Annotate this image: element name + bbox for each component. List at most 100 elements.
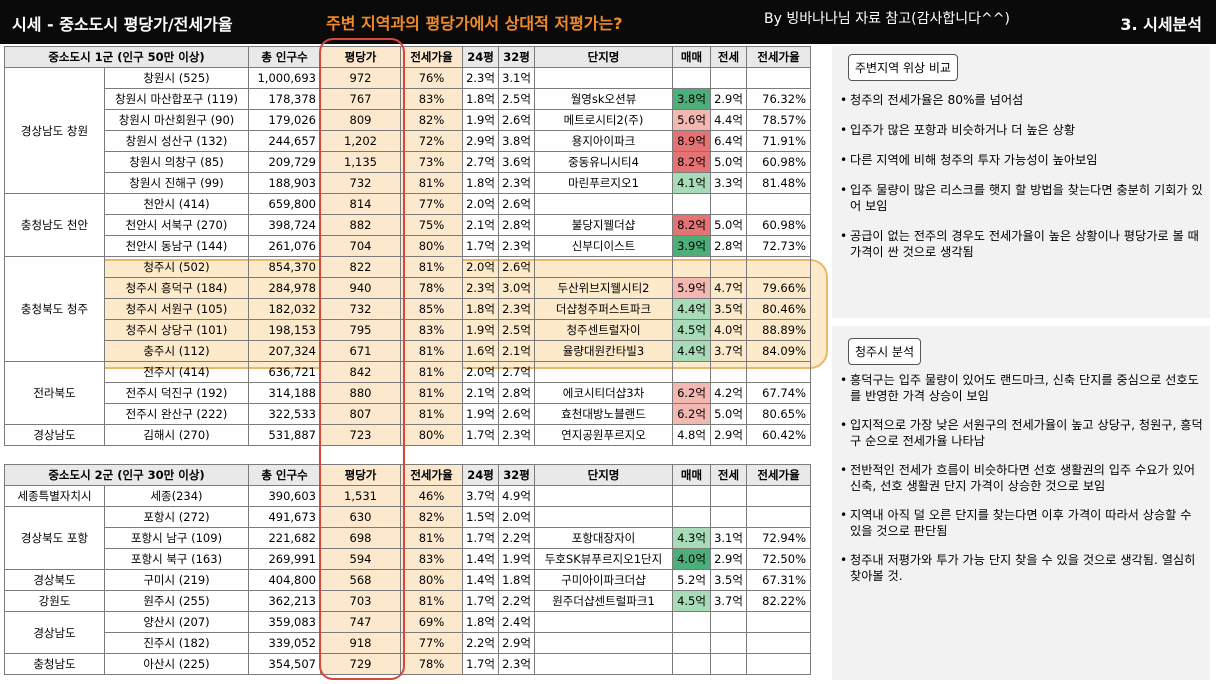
population-cell: 179,026 bbox=[248, 109, 321, 131]
table-row: 충청남도 아산시 (225) 354,507 729 78% 1.7억 2.3억 bbox=[4, 653, 811, 675]
price-32-cell: 2.1억 bbox=[498, 340, 535, 362]
table-header: 중소도시 1군 (인구 50만 이상) 총 인구수 평당가 전세가율 24평 3… bbox=[4, 46, 811, 68]
price-32-cell: 2.5억 bbox=[498, 88, 535, 110]
complex-name-cell bbox=[534, 256, 673, 278]
complex-name-cell bbox=[534, 485, 673, 507]
col-header: 매매 bbox=[672, 46, 711, 68]
population-cell: 404,800 bbox=[248, 569, 321, 591]
complex-jeonse-ratio-cell: 88.89% bbox=[746, 319, 811, 341]
price-32-cell: 4.9억 bbox=[498, 485, 535, 507]
price-per-pyeong-cell: 972 bbox=[320, 67, 401, 89]
complex-jeonse-ratio-cell: 84.09% bbox=[746, 340, 811, 362]
jeonse-ratio-cell: 83% bbox=[400, 319, 463, 341]
price-24-cell: 1.7억 bbox=[462, 590, 499, 612]
sale-price-cell bbox=[672, 485, 711, 507]
complex-jeonse-ratio-cell bbox=[746, 67, 811, 89]
city-cell: 청주시 서원구 (105) bbox=[104, 298, 249, 320]
population-cell: 398,724 bbox=[248, 214, 321, 236]
page-title: 시세 - 중소도시 평당가/전세가율 bbox=[12, 15, 233, 34]
price-24-cell: 2.3억 bbox=[462, 67, 499, 89]
col-header: 24평 bbox=[462, 46, 499, 68]
price-24-cell: 1.9억 bbox=[462, 319, 499, 341]
table-row: 강원도 원주시 (255) 362,213 703 81% 1.7억 2.2억 원주더샵센트럴… bbox=[4, 590, 811, 612]
complex-jeonse-ratio-cell bbox=[746, 485, 811, 507]
list-item: 다른 지역에 비해 청주의 투자 가능성이 높아보임 bbox=[840, 152, 1204, 168]
table-row: 전라북도 전주시 (414) 636,721 842 81% 2.0억 2.7억 bbox=[4, 361, 811, 425]
region-cell: 경상남도 bbox=[4, 611, 105, 654]
sale-price-cell: 8.2억 bbox=[672, 151, 711, 173]
complex-name-cell: 두호SK뷰푸르지오1단지 bbox=[534, 548, 673, 570]
city-cell: 전주시 완산구 (222) bbox=[104, 403, 249, 425]
complex-name-cell: 원주더샵센트럴파크1 bbox=[534, 590, 673, 612]
sale-price-cell: 4.0억 bbox=[672, 548, 711, 570]
price-per-pyeong-cell: 842 bbox=[320, 361, 401, 383]
price-32-cell: 2.5억 bbox=[498, 319, 535, 341]
city-cell: 양산시 (207) bbox=[104, 611, 249, 633]
complex-name-cell: 용지아이파크 bbox=[534, 130, 673, 152]
sale-price-cell: 5.6억 bbox=[672, 109, 711, 131]
price-per-pyeong-cell: 729 bbox=[320, 653, 401, 675]
complex-jeonse-ratio-cell: 79.66% bbox=[746, 277, 811, 299]
jeonse-ratio-cell: 81% bbox=[400, 590, 463, 612]
population-cell: 1,000,693 bbox=[248, 67, 321, 89]
complex-jeonse-ratio-cell: 67.31% bbox=[746, 569, 811, 591]
price-24-cell: 2.1억 bbox=[462, 382, 499, 404]
price-24-cell: 1.8억 bbox=[462, 611, 499, 633]
table-row: 창원시 마산합포구 (119) 178,378 767 83% 1.8억 2.5억 월영sk… bbox=[5, 88, 811, 110]
table-row: 충청북도 청주 청주시 (502) 854,370 822 81% 2.0억 2.6억 bbox=[4, 256, 811, 362]
price-32-cell: 3.6억 bbox=[498, 151, 535, 173]
complex-name-cell: 불당지웰더샵 bbox=[534, 214, 673, 236]
jeonse-price-cell bbox=[710, 611, 747, 633]
city-cell: 원주시 (255) bbox=[104, 590, 249, 612]
sale-price-cell bbox=[672, 611, 711, 633]
jeonse-price-cell: 4.0억 bbox=[710, 319, 747, 341]
sale-price-cell: 8.9억 bbox=[672, 130, 711, 152]
col-header: 총 인구수 bbox=[248, 464, 321, 486]
col-header: 24평 bbox=[462, 464, 499, 486]
sale-price-cell: 4.1억 bbox=[672, 172, 711, 194]
table-row: 전주시 덕진구 (192) 314,188 880 81% 2.1억 2.8억 에코시티더샵… bbox=[5, 382, 811, 404]
table-row: 경상북도 구미시 (219) 404,800 568 80% 1.4억 1.8억 구미아이파크… bbox=[4, 569, 811, 591]
price-24-cell: 1.7억 bbox=[462, 653, 499, 675]
sale-price-cell bbox=[672, 506, 711, 528]
jeonse-price-cell: 5.0억 bbox=[710, 151, 747, 173]
price-per-pyeong-cell: 767 bbox=[320, 88, 401, 110]
complex-jeonse-ratio-cell: 82.22% bbox=[746, 590, 811, 612]
sale-price-cell: 6.2억 bbox=[672, 382, 711, 404]
city-cell: 청주시 상당구 (101) bbox=[104, 319, 249, 341]
complex-name-cell: 두산위브지웰시티2 bbox=[534, 277, 673, 299]
city-cell: 창원시 진해구 (99) bbox=[104, 172, 249, 194]
population-cell: 659,800 bbox=[248, 193, 321, 215]
credit-text: By 빙바나나님 자료 참고(감사합니다^^) bbox=[764, 11, 1010, 27]
col-header: 32평 bbox=[498, 464, 535, 486]
jeonse-ratio-cell: 73% bbox=[400, 151, 463, 173]
complex-jeonse-ratio-cell: 72.94% bbox=[746, 527, 811, 549]
price-32-cell: 2.3억 bbox=[498, 653, 535, 675]
complex-name-cell: 구미아이파크더샵 bbox=[534, 569, 673, 591]
region-cell: 경상북도 bbox=[4, 569, 105, 591]
city-cell: 전주시 덕진구 (192) bbox=[104, 382, 249, 404]
complex-name-cell: 월영sk오션뷰 bbox=[534, 88, 673, 110]
jeonse-ratio-cell: 78% bbox=[400, 653, 463, 675]
price-32-cell: 2.9억 bbox=[498, 632, 535, 654]
bullet-list: 흥덕구는 입주 물량이 있어도 랜드마크, 신축 단지를 중심으로 선호도를 반… bbox=[840, 372, 1204, 597]
price-24-cell: 2.0억 bbox=[462, 193, 499, 215]
population-cell: 178,378 bbox=[248, 88, 321, 110]
population-cell: 261,076 bbox=[248, 235, 321, 257]
price-24-cell: 1.4억 bbox=[462, 548, 499, 570]
complex-name-cell: 더샵청주퍼스트파크 bbox=[534, 298, 673, 320]
price-per-pyeong-cell: 723 bbox=[320, 424, 401, 446]
jeonse-price-cell: 3.3억 bbox=[710, 172, 747, 194]
complex-name-cell bbox=[534, 361, 673, 383]
price-per-pyeong-cell: 630 bbox=[320, 506, 401, 528]
col-header: 전세가율 bbox=[400, 464, 463, 486]
city-cell: 창원시 마산회원구 (90) bbox=[104, 109, 249, 131]
price-24-cell: 1.9억 bbox=[462, 109, 499, 131]
panel-tag: 청주시 분석 bbox=[848, 338, 922, 365]
price-24-cell: 1.9억 bbox=[462, 403, 499, 425]
table-row: 창원시 의창구 (85) 209,729 1,135 73% 2.7억 3.6억 중동유니시… bbox=[5, 151, 811, 173]
panel-cheongju-analysis: 청주시 분석 흥덕구는 입주 물량이 있어도 랜드마크, 신축 단지를 중심으로… bbox=[832, 326, 1210, 680]
complex-jeonse-ratio-cell: 60.42% bbox=[746, 424, 811, 446]
table-row: 충청남도 천안 천안시 (414) 659,800 814 77% 2.0억 2.6억 bbox=[4, 193, 811, 257]
city-cell: 아산시 (225) bbox=[104, 653, 249, 675]
